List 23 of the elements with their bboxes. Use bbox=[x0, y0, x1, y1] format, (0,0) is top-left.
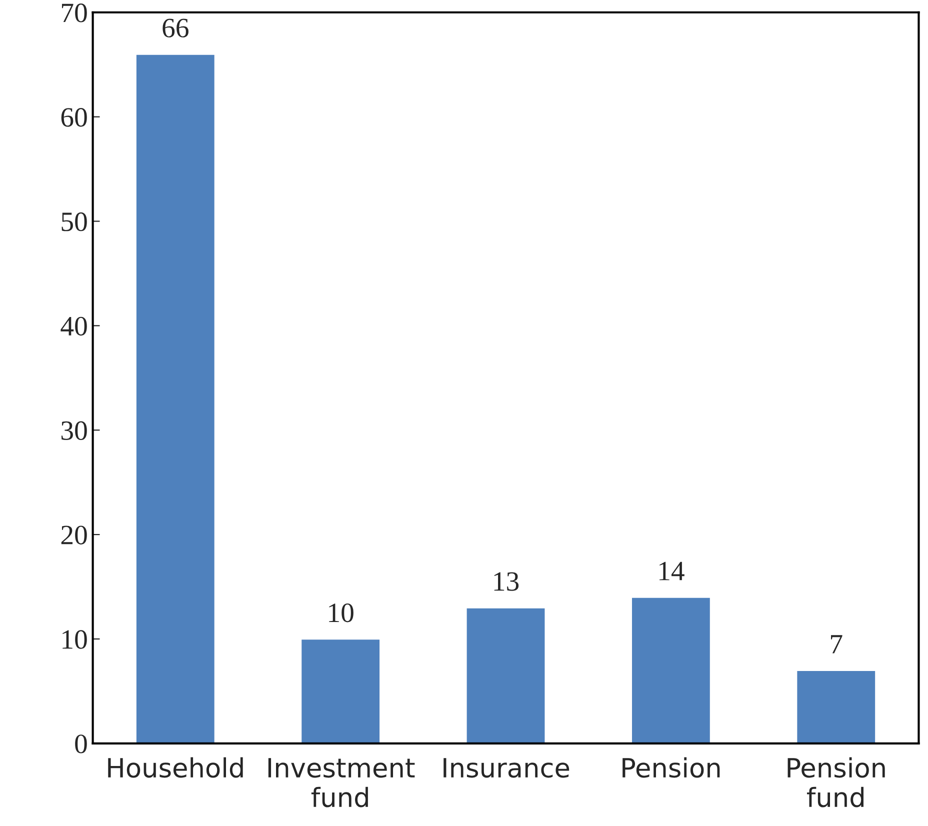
bar bbox=[465, 606, 546, 744]
y-tick-label: 70 bbox=[62, 4, 87, 22]
x-tick-label: Pension fund bbox=[788, 757, 885, 808]
x-tick-label: Insurance bbox=[444, 758, 570, 778]
x-tick-label: Investment fund bbox=[268, 758, 415, 808]
x-tick-label: Pension bbox=[622, 757, 720, 778]
data-label: 7 bbox=[831, 635, 842, 654]
bar bbox=[135, 53, 216, 744]
y-tick-label: 60 bbox=[61, 108, 87, 127]
data-label: 13 bbox=[494, 572, 519, 591]
data-label: 14 bbox=[660, 562, 684, 580]
x-tick-label: Household bbox=[108, 757, 243, 778]
y-tick-label: 20 bbox=[61, 526, 87, 544]
y-tick-label: 50 bbox=[62, 212, 87, 232]
y-tick-label: 10 bbox=[62, 630, 87, 649]
y-tick-label: 40 bbox=[60, 316, 87, 336]
y-tick-label: 30 bbox=[61, 421, 87, 440]
bar bbox=[300, 638, 381, 744]
data-label: 10 bbox=[329, 603, 354, 622]
data-label: 66 bbox=[162, 18, 188, 38]
bar bbox=[796, 670, 876, 744]
y-tick-label: 0 bbox=[75, 734, 87, 754]
bar bbox=[630, 596, 712, 744]
